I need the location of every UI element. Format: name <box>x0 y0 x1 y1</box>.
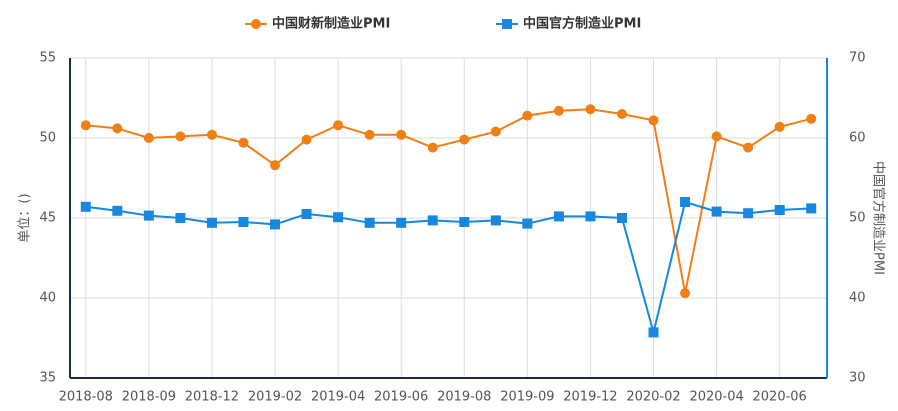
marker <box>175 131 186 142</box>
marker <box>743 142 754 153</box>
marker <box>806 113 817 124</box>
marker <box>616 109 627 119</box>
marker <box>238 137 249 148</box>
series-line <box>85 108 812 294</box>
marker <box>711 131 722 142</box>
marker <box>616 213 627 223</box>
marker <box>396 129 407 140</box>
marker <box>774 121 785 132</box>
x-tick-label: 2019-09 <box>500 390 554 405</box>
marker <box>490 215 501 226</box>
x-tick-label: 2018-08 <box>59 390 113 405</box>
marker <box>206 129 217 140</box>
x-tick-label: 2019-08 <box>437 390 491 405</box>
marker <box>648 115 659 126</box>
y2-tick-label: 30 <box>849 371 866 386</box>
marker <box>143 133 154 143</box>
marker <box>459 217 470 227</box>
x-tick-label: 2020-02 <box>626 390 680 405</box>
marker <box>522 110 533 121</box>
marker <box>459 134 470 145</box>
marker <box>553 105 564 116</box>
marker <box>364 129 375 140</box>
marker <box>743 208 754 219</box>
x-tick-label: 2019-12 <box>563 390 617 405</box>
x-tick-label: 2020-06 <box>753 390 807 405</box>
legend-marker <box>502 19 512 29</box>
y2-tick-label: 50 <box>849 211 866 226</box>
marker <box>238 217 249 227</box>
x-tick-label: 2018-12 <box>185 390 239 405</box>
marker <box>270 160 281 171</box>
y2-tick-label: 40 <box>849 291 866 306</box>
marker <box>774 205 785 215</box>
marker <box>80 201 91 212</box>
series-line <box>85 200 812 337</box>
x-tick-label: 2019-04 <box>311 390 365 405</box>
marker <box>333 212 344 223</box>
marker <box>490 126 501 137</box>
y-tick-label: 50 <box>39 131 56 146</box>
marker <box>711 206 722 217</box>
marker <box>806 203 817 214</box>
marker <box>553 211 564 222</box>
y-tick-label: 45 <box>39 211 56 226</box>
marker <box>112 123 123 134</box>
marker <box>112 205 123 216</box>
marker <box>270 219 281 230</box>
marker <box>80 120 91 131</box>
y-axis-label: 单位：() <box>18 193 33 242</box>
x-tick-label: 2019-02 <box>248 390 302 405</box>
y-tick-label: 35 <box>39 371 56 386</box>
marker <box>175 213 186 223</box>
y2-tick-label: 60 <box>849 131 866 146</box>
marker <box>427 215 438 226</box>
y2-tick-label: 70 <box>849 51 866 66</box>
marker <box>301 209 312 219</box>
marker <box>427 142 438 153</box>
marker <box>522 218 533 229</box>
marker <box>648 327 659 338</box>
marker <box>364 217 375 228</box>
marker <box>143 210 154 221</box>
marker <box>333 120 344 131</box>
marker <box>396 217 407 228</box>
marker <box>206 217 217 228</box>
x-tick-label: 2019-06 <box>374 390 428 405</box>
marker <box>680 197 691 207</box>
legend-text: 中国官方制造业PMI <box>523 16 641 32</box>
marker <box>680 288 691 299</box>
y-tick-label: 40 <box>39 291 56 306</box>
y-tick-label: 55 <box>39 51 56 66</box>
y2-axis-label: 中国官方制造业PMI <box>871 161 887 275</box>
legend-text: 中国财新制造业PMI <box>272 16 390 32</box>
marker <box>301 134 312 145</box>
marker <box>585 104 596 115</box>
legend-marker <box>251 19 261 29</box>
x-tick-label: 2018-09 <box>122 390 176 405</box>
marker <box>585 211 596 222</box>
x-tick-label: 2020-04 <box>689 390 743 405</box>
